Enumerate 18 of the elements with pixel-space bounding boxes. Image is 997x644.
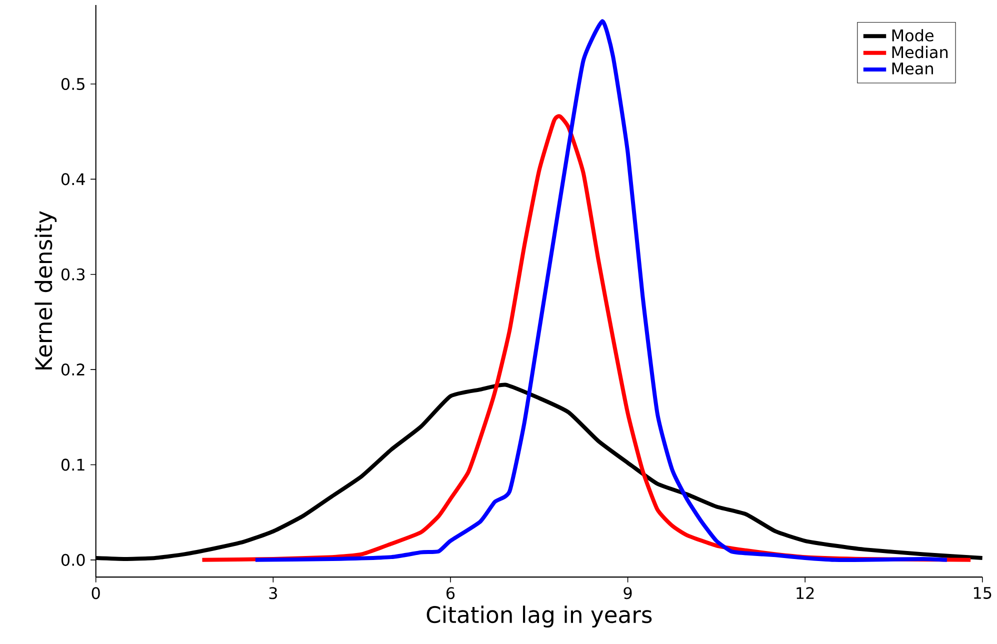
y-tick-label: 0.2	[61, 364, 84, 376]
x-tick-label: 12	[796, 587, 814, 599]
y-tick-label: 0.4	[61, 173, 85, 186]
line-series	[253, 19, 949, 562]
legend-label: Mean	[892, 62, 933, 75]
y-tick-label: 0.3	[61, 268, 85, 280]
y-tick-label: 0.0	[61, 554, 85, 566]
x-tick-label: 15	[974, 587, 992, 599]
x-tick-label: 9	[624, 587, 632, 600]
x-tick-label: 0	[92, 587, 100, 600]
y-axis-title: Kernel density	[34, 211, 57, 370]
x-tick-label: 3	[269, 587, 277, 600]
x-tick-label: 6	[446, 587, 455, 600]
legend-label: Mode	[892, 29, 934, 42]
x-axis-title: Citation lag in years	[426, 606, 652, 628]
y-tick-label: 0.5	[61, 78, 84, 90]
y-tick-label: 0.1	[61, 458, 84, 471]
legend-label: Median	[892, 46, 948, 58]
